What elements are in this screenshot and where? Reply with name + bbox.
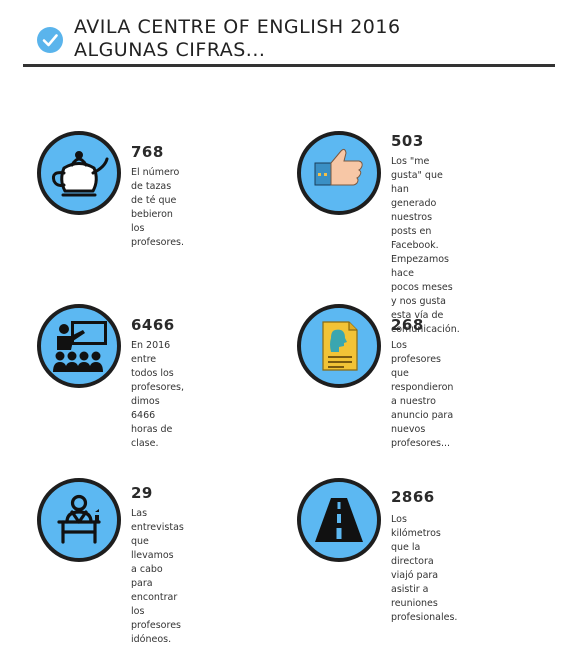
desc-line: reuniones profesionales.	[391, 598, 458, 623]
desc-line: profesores...	[391, 438, 451, 449]
stat-description: El número de tazas de té que bebieron lo…	[131, 166, 184, 250]
desc-line: a cabo para encontrar los	[131, 564, 178, 617]
desc-line: pocos meses y nos gusta	[391, 282, 453, 307]
desc-line: Los kilómetros que la	[391, 514, 441, 553]
stat-description: Las entrevistas que llevamos a cabo para…	[131, 507, 184, 647]
document-profile-icon	[297, 304, 381, 388]
desc-line: esta vía de comunicación.	[391, 310, 460, 335]
check-circle-icon	[37, 27, 63, 53]
desc-line: anuncio para nuevos	[391, 410, 454, 435]
interview-desk-icon	[37, 478, 121, 562]
thumbs-up-icon	[297, 131, 381, 215]
title-line-1: AVILA CENTRE OF ENGLISH 2016	[74, 16, 401, 38]
desc-line: Las entrevistas que llevamos	[131, 508, 184, 561]
desc-line: horas de clase.	[131, 424, 173, 449]
stat-number: 2866	[391, 488, 435, 506]
desc-line: profesores, dimos 6466	[131, 382, 185, 421]
stat-description: Los "me gusta" que han generado nuestros…	[391, 155, 460, 337]
stat-description: Los kilómetros que la directora viajó pa…	[391, 513, 457, 625]
desc-line: directora viajó para asistir a	[391, 556, 439, 595]
desc-line: Los "me gusta" que han	[391, 156, 443, 195]
page-title: AVILA CENTRE OF ENGLISH 2016 ALGUNAS CIF…	[74, 16, 401, 62]
classroom-icon	[37, 304, 121, 388]
stat-number: 6466	[131, 316, 175, 334]
stat-description: En 2016 entre todos los profesores, dimo…	[131, 339, 184, 451]
desc-line: respondieron a nuestro	[391, 382, 454, 407]
header: AVILA CENTRE OF ENGLISH 2016 ALGUNAS CIF…	[24, 14, 556, 66]
stat-number: 268	[391, 316, 424, 334]
stat-description: Los profesores que respondieron a nuestr…	[391, 339, 453, 451]
desc-line: bebieron los profesores.	[131, 209, 185, 248]
stat-number: 29	[131, 484, 153, 502]
road-icon	[297, 478, 381, 562]
header-divider	[23, 64, 555, 67]
desc-line: En 2016 entre todos los	[131, 340, 174, 379]
stat-number: 768	[131, 143, 164, 161]
desc-line: El número de tazas de té que	[131, 167, 180, 206]
desc-line: Facebook. Empezamos hace	[391, 240, 449, 279]
desc-line: Los profesores que	[391, 340, 441, 379]
teapot-icon	[37, 131, 121, 215]
desc-line: generado nuestros posts en	[391, 198, 437, 237]
desc-line: profesores idóneos.	[131, 620, 181, 645]
title-line-2: ALGUNAS CIFRAS...	[74, 39, 266, 61]
stat-number: 503	[391, 132, 424, 150]
